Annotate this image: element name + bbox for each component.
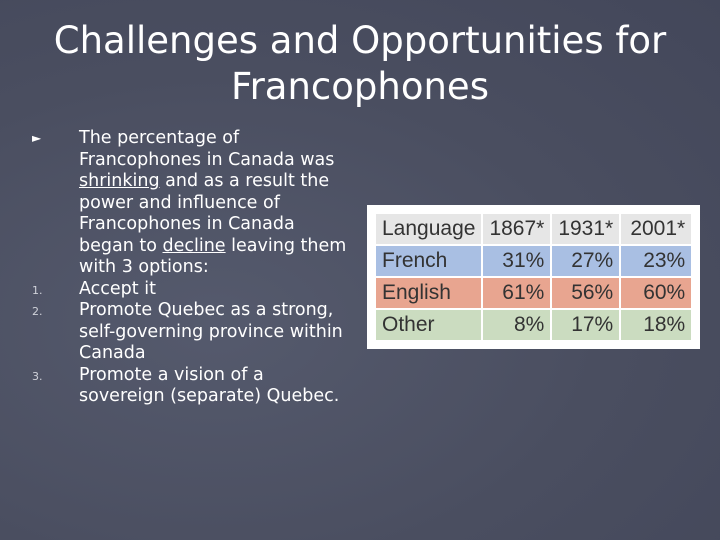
intro-underlined-decline: decline — [162, 235, 226, 256]
header-cell: 1931* — [550, 212, 622, 246]
option-item: 1. Accept it — [32, 279, 352, 301]
table-cell: Other — [373, 308, 484, 342]
table-cell: 60% — [619, 276, 694, 310]
table-row: French 31% 27% 23% — [373, 244, 694, 278]
option-number: 3. — [32, 369, 43, 383]
option-text: Promote Quebec as a strong, self-governi… — [79, 300, 343, 363]
option-number: 2. — [32, 305, 43, 318]
table-cell: 56% — [550, 276, 622, 310]
option-text: Accept it — [79, 278, 156, 299]
language-table-frame: Language 1867* 1931* 2001* French 31% 27… — [367, 205, 701, 349]
triangle-bullet-icon: ► — [32, 131, 42, 145]
intro-text-part3: leaving them with 3 options: — [79, 235, 347, 278]
table-cell: English — [373, 276, 484, 310]
intro-text-part2: and as a result the power and influence … — [79, 171, 330, 256]
option-item: 3. Promote a vision of a sovereign (sepa… — [32, 365, 352, 408]
table-row: Other 8% 17% 18% — [373, 308, 694, 342]
table-cell: 23% — [619, 244, 694, 278]
bullet-list: ► The percentage of Francophones in Cana… — [32, 128, 352, 408]
table-cell: 31% — [481, 244, 553, 278]
intro-underlined-shrinking: shrinking — [79, 171, 160, 191]
table-cell: 17% — [550, 308, 622, 342]
option-number: 1. — [32, 283, 43, 297]
table-cell: 61% — [481, 276, 553, 310]
header-cell: 2001* — [619, 212, 694, 246]
table-row: English 61% 56% 60% — [373, 276, 694, 310]
table-cell: 18% — [619, 308, 694, 342]
language-percentage-table: Language 1867* 1931* 2001* French 31% 27… — [373, 212, 694, 342]
table-cell: 27% — [550, 244, 622, 278]
slide-title: Challenges and Opportunities for Francop… — [53, 19, 667, 108]
table-cell: French — [373, 244, 484, 278]
table-header-row: Language 1867* 1931* 2001* — [373, 212, 694, 246]
header-cell: 1867* — [481, 212, 553, 246]
intro-bullet: ► The percentage of Francophones in Cana… — [32, 128, 352, 279]
option-text: Promote a vision of a sovereign (separat… — [79, 364, 340, 407]
intro-text-part1: The percentage of Francophones in Canada… — [79, 128, 335, 170]
header-cell: Language — [373, 212, 484, 246]
option-item: 2. Promote Quebec as a strong, self-gove… — [32, 300, 352, 365]
table-cell: 8% — [481, 308, 553, 342]
